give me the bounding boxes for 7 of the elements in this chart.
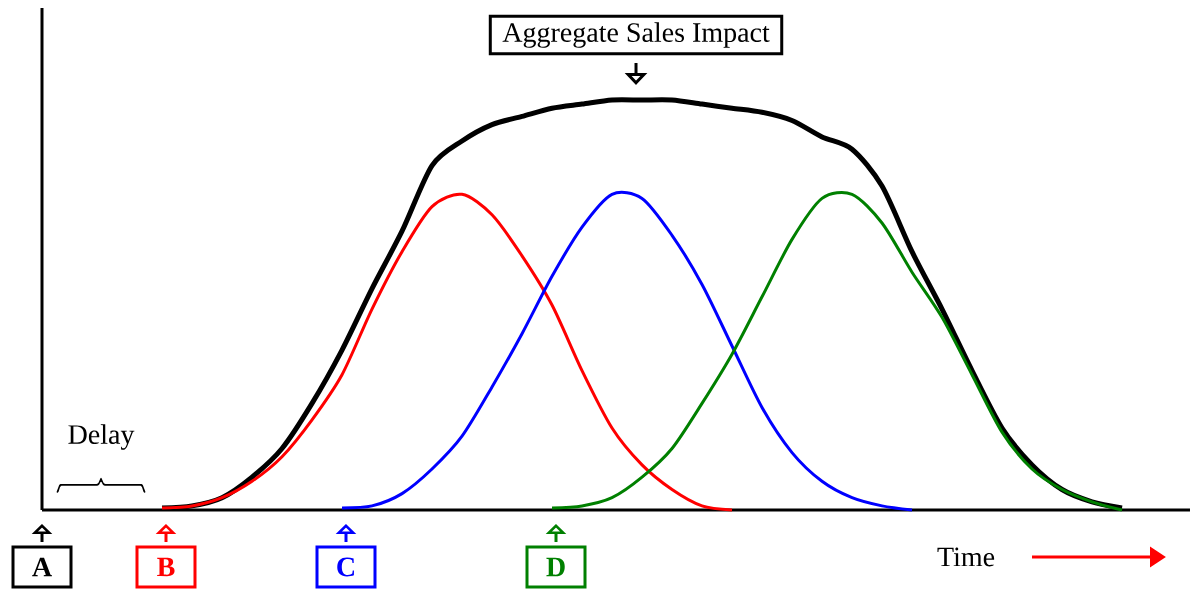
text: Time: [937, 547, 995, 567]
text: C: [337, 557, 354, 577]
text: B: [157, 557, 175, 577]
annotation: Delay: [68, 424, 135, 450]
text: Aggregate Sales Impact: [502, 22, 770, 48]
text: D: [546, 557, 565, 577]
text: A: [32, 557, 52, 577]
